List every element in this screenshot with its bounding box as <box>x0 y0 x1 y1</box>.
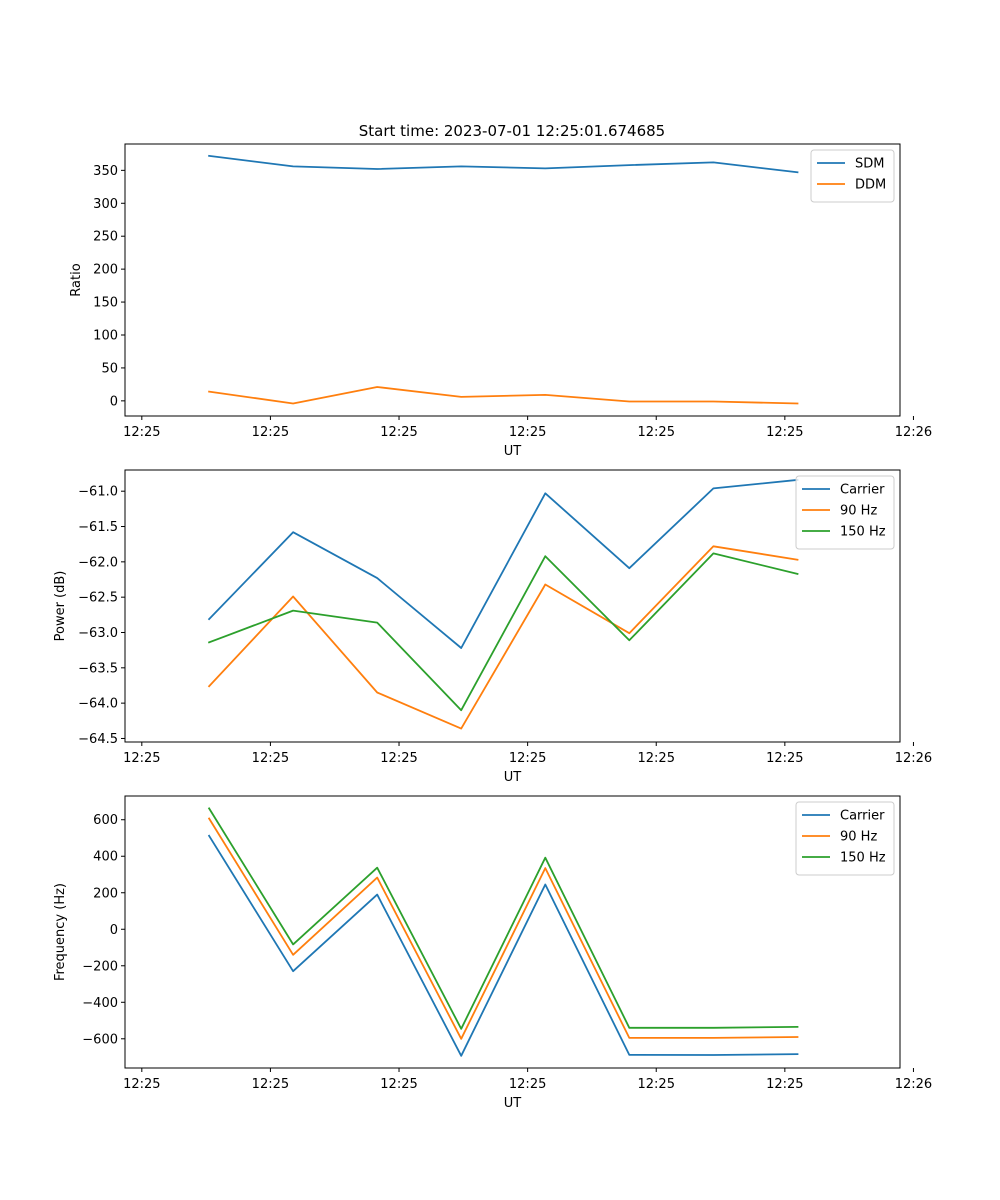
chart-1-x-axis-label: UT <box>504 444 522 459</box>
chart-1-y-tick-label-8: 350 <box>93 164 118 179</box>
chart-3-series-1-line <box>207 834 799 1057</box>
chart-2-y-tick-label-4: −63.0 <box>78 626 118 641</box>
chart-3-x-tick-label-6: 12:25 <box>766 1077 803 1092</box>
chart-2-x-tick-label-6: 12:25 <box>766 751 803 766</box>
chart-3-x-tick-label-2: 12:25 <box>252 1077 289 1092</box>
chart-2-x-tick-label-1: 12:25 <box>123 751 160 766</box>
chart-2-series-3-line <box>207 552 799 712</box>
chart-2-x-tick-label-4: 12:25 <box>509 751 546 766</box>
chart-3-legend-label-2: 90 Hz <box>840 830 877 845</box>
chart-2-y-tick-label-5: −62.5 <box>78 591 118 606</box>
chart-3-series-3-line <box>207 807 799 1030</box>
chart-3-y-tick-label-3: −200 <box>82 959 118 974</box>
chart-2-legend-label-3: 150 Hz <box>840 525 886 540</box>
chart-3-x-tick-label-3: 12:25 <box>380 1077 417 1092</box>
chart-3: 12:25 12:25 12:25 12:25 12:25 12:25 12:26 −600 −… <box>53 795 932 1111</box>
chart-2-x-tick-label-3: 12:25 <box>380 751 417 766</box>
chart-3-x-tick-label-4: 12:25 <box>509 1077 546 1092</box>
chart-1-y-tick-label-1: 0 <box>110 394 118 409</box>
chart-2-y-tick-label-6: −62.0 <box>78 555 118 570</box>
chart-3-x-axis-label: UT <box>504 1096 522 1111</box>
chart-1-series-2-line <box>208 386 799 405</box>
chart-1-legend-label-1: SDM <box>855 157 884 172</box>
chart-3-legend-label-3: 150 Hz <box>840 851 886 866</box>
chart-1-y-tick-label-4: 150 <box>93 296 118 311</box>
chart-1-y-tick-label-3: 100 <box>93 328 118 343</box>
chart-1-y-tick-label-6: 250 <box>93 230 118 245</box>
chart-2-y-tick-label-7: −61.5 <box>78 520 118 535</box>
chart-2-y-axis-label: Power (dB) <box>53 571 68 642</box>
chart-1-series-1-line <box>208 154 799 174</box>
chart-3-y-axis-label: Frequency (Hz) <box>53 883 68 981</box>
chart-1-y-tick-label-2: 50 <box>101 361 118 376</box>
chart-2-x-axis-label: UT <box>504 770 522 785</box>
chart-1-plot-frame <box>124 143 901 417</box>
chart-3-x-tick-label-1: 12:25 <box>123 1077 160 1092</box>
chart-3-y-tick-label-1: −600 <box>82 1032 118 1047</box>
chart-3-series-2-line <box>207 817 799 1040</box>
chart-3-y-tick-label-4: 0 <box>110 923 118 938</box>
chart-1-y-tick-label-5: 200 <box>93 263 118 278</box>
chart-2-x-tick-label-2: 12:25 <box>252 751 289 766</box>
chart-2-y-tick-label-2: −64.0 <box>78 697 118 712</box>
chart-1-y-tick-label-7: 300 <box>93 197 118 212</box>
chart-1-x-tick-label-1: 12:25 <box>123 425 160 440</box>
chart-1-y-axis-label: Ratio <box>69 263 84 296</box>
chart-2-y-tick-label-8: −61.0 <box>78 485 118 500</box>
chart-1-x-tick-label-4: 12:25 <box>509 425 546 440</box>
chart-3-y-tick-label-7: 600 <box>93 813 118 828</box>
chart-1-x-tick-label-6: 12:25 <box>766 425 803 440</box>
chart-2-legend-label-1: Carrier <box>840 483 885 498</box>
chart-3-y-tick-label-5: 200 <box>93 886 118 901</box>
figure-title: Start time: 2023-07-01 12:25:01.674685 <box>359 122 665 140</box>
chart-3-plot-frame <box>124 795 901 1069</box>
chart-3-x-tick-label-5: 12:25 <box>638 1077 675 1092</box>
chart-1-x-tick-label-3: 12:25 <box>380 425 417 440</box>
chart-2-y-tick-label-1: −64.5 <box>78 732 118 747</box>
chart-2-x-tick-label-7: 12:26 <box>895 751 932 766</box>
chart-2-legend-label-2: 90 Hz <box>840 504 877 519</box>
chart-1-x-tick-label-2: 12:25 <box>252 425 289 440</box>
chart-2: 12:25 12:25 12:25 12:25 12:25 12:25 12:26 −64.5… <box>53 469 932 785</box>
chart-3-y-tick-label-2: −400 <box>82 996 118 1011</box>
chart-2-series-2-line <box>207 545 799 730</box>
chart-3-legend-label-1: Carrier <box>840 809 885 824</box>
chart-1-x-tick-label-5: 12:25 <box>638 425 675 440</box>
chart-2-y-tick-label-3: −63.5 <box>78 661 118 676</box>
chart-3-y-tick-label-6: 400 <box>93 850 118 865</box>
chart-3-x-tick-label-7: 12:26 <box>895 1077 932 1092</box>
chart-1-legend-label-2: DDM <box>855 178 886 193</box>
chart-2-series-1-line <box>207 478 799 649</box>
chart-2-plot-frame <box>124 469 901 743</box>
chart-1: 12:25 12:25 12:25 12:25 12:25 12:25 12:26 0 50 10… <box>69 143 932 459</box>
chart-1-x-tick-label-7: 12:26 <box>895 425 932 440</box>
chart-2-x-tick-label-5: 12:25 <box>638 751 675 766</box>
